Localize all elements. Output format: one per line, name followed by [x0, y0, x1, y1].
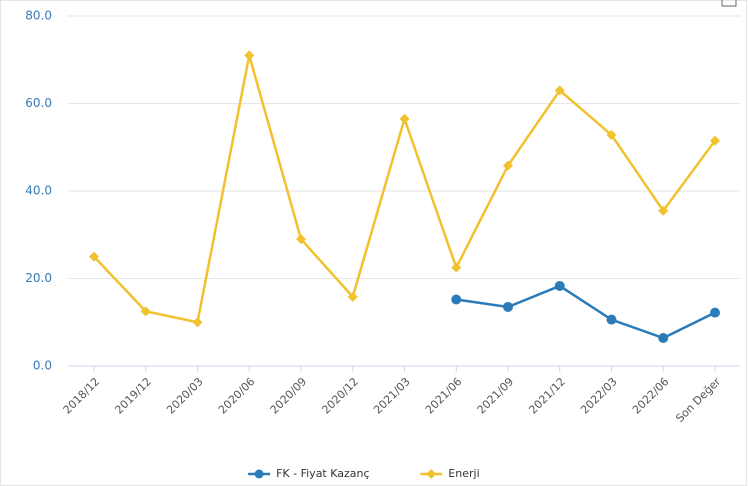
x-tick-label: 2020/12 — [319, 375, 361, 417]
point — [426, 469, 437, 479]
point — [554, 85, 565, 96]
x-tick-label: 2018/12 — [61, 375, 103, 417]
x-tick-label: 2021/12 — [526, 375, 568, 417]
point — [296, 234, 306, 245]
point — [710, 307, 720, 318]
y-tick-label: 40.0 — [25, 184, 52, 198]
point — [503, 160, 513, 171]
legend-label: Enerji — [448, 467, 479, 480]
series-line — [93, 55, 717, 324]
series-line — [456, 284, 716, 340]
point — [710, 135, 720, 146]
point — [192, 317, 203, 328]
x-tick-label: 2021/03 — [371, 375, 413, 417]
legend-label: FK - Fiyat Kazanç — [276, 467, 369, 480]
point — [658, 205, 669, 216]
x-tick-label: 2019/12 — [112, 375, 154, 417]
x-tick-label: 2022/06 — [630, 375, 672, 417]
x-tick-label: 2021/09 — [475, 375, 517, 417]
y-tick-label: 80.0 — [25, 9, 52, 23]
menu-icon[interactable] — [721, 0, 737, 7]
x-tick-label: Son Değer — [673, 375, 723, 425]
point — [451, 294, 462, 305]
point — [399, 113, 410, 124]
point — [244, 50, 255, 61]
x-tick-label: 2020/06 — [216, 375, 258, 417]
point — [554, 280, 565, 291]
legend-item[interactable]: FK - Fiyat Kazanç — [248, 467, 370, 480]
point — [89, 251, 99, 262]
y-tick-label: 60.0 — [25, 96, 52, 110]
point — [503, 301, 513, 312]
menu-box[interactable] — [721, 0, 737, 7]
point — [347, 291, 358, 302]
point — [451, 262, 462, 273]
point — [140, 306, 151, 317]
y-tick-label: 20.0 — [25, 271, 52, 285]
y-tick-label: 0.0 — [33, 359, 52, 373]
x-tick-label: 2022/03 — [578, 375, 620, 417]
point — [606, 314, 617, 325]
point — [254, 469, 264, 479]
point — [658, 333, 669, 343]
legend-item[interactable]: Enerji — [420, 467, 480, 480]
x-tick-label: 2020/09 — [268, 375, 310, 417]
point — [606, 130, 617, 140]
x-tick-label: 2020/03 — [164, 375, 206, 417]
x-tick-label: 2021/06 — [423, 375, 465, 417]
